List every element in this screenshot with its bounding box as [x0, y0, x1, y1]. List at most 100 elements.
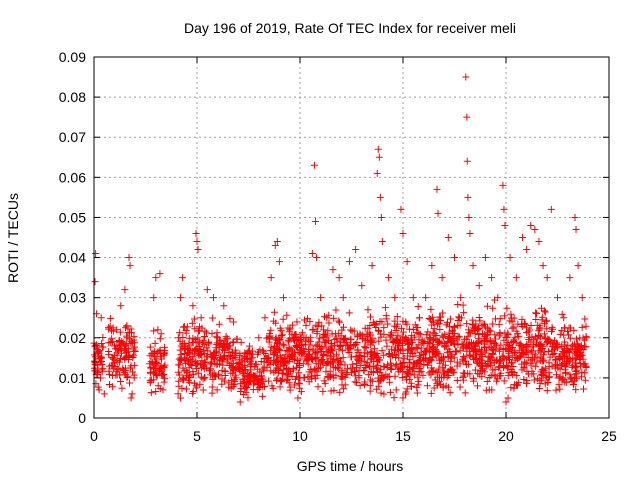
- data-point: [399, 359, 407, 367]
- y-axis-label: ROTI / TECUs: [5, 193, 21, 283]
- data-point: [510, 384, 518, 392]
- data-point: [362, 344, 370, 352]
- data-point: [375, 327, 383, 335]
- data-point: [279, 315, 287, 323]
- data-point: [485, 374, 493, 382]
- data-point: [574, 262, 582, 270]
- data-point: [415, 360, 423, 368]
- data-point: [183, 368, 191, 376]
- data-point: [115, 337, 123, 345]
- data-point: [348, 327, 356, 335]
- data-point: [430, 325, 438, 333]
- data-point: [92, 250, 100, 258]
- data-point: [280, 294, 288, 302]
- data-point: [503, 304, 511, 312]
- data-point: [464, 370, 472, 378]
- x-tick-label: 15: [395, 428, 411, 444]
- data-point: [91, 278, 99, 286]
- data-point: [265, 377, 273, 385]
- data-point: [413, 383, 421, 391]
- data-point: [118, 384, 126, 392]
- data-point: [535, 385, 543, 393]
- y-tick-label: 0.08: [59, 89, 86, 105]
- data-point: [209, 294, 217, 302]
- data-point: [272, 319, 280, 327]
- data-point: [229, 318, 237, 326]
- data-point: [487, 327, 495, 335]
- data-point: [552, 339, 560, 347]
- data-point: [221, 367, 229, 375]
- data-point: [481, 254, 489, 262]
- data-point: [322, 361, 330, 369]
- data-point: [356, 352, 364, 360]
- data-point: [581, 315, 589, 323]
- data-point: [116, 371, 124, 379]
- data-point: [205, 367, 213, 375]
- data-point: [106, 322, 114, 330]
- data-point: [532, 315, 540, 323]
- data-point: [270, 308, 278, 316]
- data-point: [326, 349, 334, 357]
- data-point: [410, 371, 418, 379]
- data-point: [356, 382, 364, 390]
- data-point: [394, 365, 402, 373]
- data-point: [558, 342, 566, 350]
- data-point: [256, 368, 264, 376]
- data-point: [319, 360, 327, 368]
- data-point: [335, 317, 343, 325]
- data-point: [408, 331, 416, 339]
- data-point: [182, 367, 190, 375]
- y-tick-label: 0.07: [59, 129, 86, 145]
- data-point: [192, 359, 200, 367]
- data-point: [160, 350, 168, 358]
- data-point: [236, 350, 244, 358]
- data-point: [399, 328, 407, 336]
- data-point: [93, 342, 101, 350]
- data-point: [189, 388, 197, 396]
- data-point: [185, 342, 193, 350]
- data-point: [211, 360, 219, 368]
- data-point: [160, 378, 168, 386]
- data-point: [193, 238, 201, 246]
- data-point: [415, 352, 423, 360]
- data-point: [380, 324, 388, 332]
- data-point: [294, 394, 302, 402]
- data-point: [154, 326, 162, 334]
- data-point: [556, 373, 564, 381]
- data-point: [425, 314, 433, 322]
- data-point: [463, 320, 471, 328]
- data-point: [528, 370, 536, 378]
- data-point: [492, 377, 500, 385]
- data-point: [340, 385, 348, 393]
- data-point: [434, 209, 442, 217]
- data-point: [377, 389, 385, 397]
- data-point: [554, 294, 561, 302]
- data-point: [459, 369, 467, 377]
- data-point: [508, 324, 516, 332]
- data-point: [203, 344, 211, 352]
- data-point: [483, 332, 491, 340]
- data-point: [404, 370, 412, 378]
- data-point: [274, 339, 282, 347]
- data-point: [215, 349, 223, 357]
- data-point: [108, 335, 116, 343]
- data-point: [198, 324, 206, 332]
- data-point: [562, 369, 570, 377]
- data-point: [315, 343, 323, 351]
- data-point: [288, 321, 296, 329]
- data-point: [352, 372, 360, 380]
- data-point: [513, 372, 521, 380]
- data-point: [535, 325, 543, 333]
- data-point: [312, 321, 320, 329]
- data-point: [191, 357, 199, 365]
- data-point: [296, 364, 304, 372]
- data-point: [296, 355, 304, 363]
- data-point: [469, 321, 477, 329]
- data-point: [495, 356, 503, 364]
- data-point: [178, 384, 186, 392]
- data-point: [427, 355, 435, 363]
- data-point: [535, 332, 543, 340]
- data-point: [403, 385, 411, 393]
- data-point: [197, 314, 205, 322]
